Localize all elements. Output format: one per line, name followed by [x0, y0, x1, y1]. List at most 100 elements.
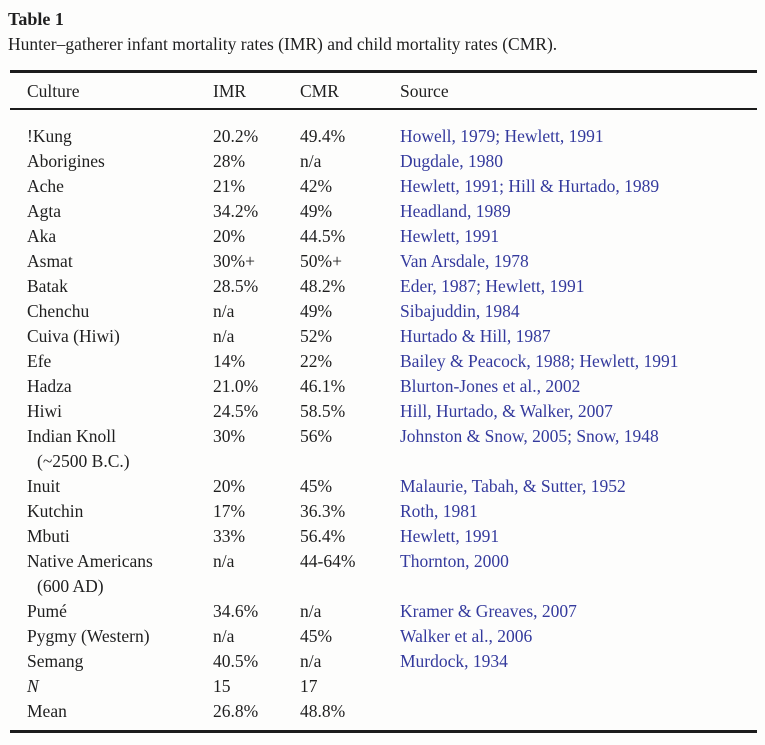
- source-citation-link[interactable]: Howell, 1979; Hewlett, 1991: [400, 126, 604, 146]
- source-cell: Hewlett, 1991: [400, 224, 757, 249]
- culture-name: Inuit: [27, 476, 61, 496]
- cmr-cell: 52%: [300, 326, 333, 346]
- source-cell: Malaurie, Tabah, & Sutter, 1952: [400, 474, 757, 499]
- culture-cell: Pumé: [10, 599, 213, 624]
- source-cell: Hewlett, 1991; Hill & Hurtado, 1989: [400, 174, 757, 199]
- cmr-cell: n/a: [300, 601, 322, 621]
- cmr-cell: 45%: [300, 626, 333, 646]
- table-row: Hiwi 24.5% 58.5% Hill, Hurtado, & Walker, 2…: [10, 399, 757, 424]
- table-row: Cuiva (Hiwi) n/a 52% Hurtado & Hill, 1987: [10, 324, 757, 349]
- culture-cell: Mbuti: [10, 524, 213, 549]
- culture-cell: Batak: [10, 274, 213, 299]
- cmr-cell: 50%+: [300, 251, 342, 271]
- culture-name: Aka: [27, 226, 57, 246]
- culture-name: Agta: [27, 201, 62, 221]
- culture-cell: Cuiva (Hiwi): [10, 324, 213, 349]
- source-citation-link[interactable]: Blurton-Jones et al., 2002: [400, 376, 581, 396]
- table-body: !Kung 20.2% 49.4% Howell, 1979; Hewlett, 19…: [10, 109, 757, 732]
- culture-cell: Semang: [10, 649, 213, 674]
- table-row: Kutchin 17% 36.3% Roth, 1981: [10, 499, 757, 524]
- table-row: !Kung 20.2% 49.4% Howell, 1979; Hewlett, 19…: [10, 109, 757, 149]
- imr-cell: 20%: [213, 226, 246, 246]
- source-cell: [400, 674, 757, 699]
- table-row: Asmat 30%+ 50%+ Van Arsdale, 1978: [10, 249, 757, 274]
- culture-cell: !Kung: [10, 109, 213, 149]
- imr-cell: 33%: [213, 526, 246, 546]
- imr-cell: 21.0%: [213, 376, 259, 396]
- source-citation-link[interactable]: Dugdale, 1980: [400, 151, 504, 171]
- culture-cell: Pygmy (Western): [10, 624, 213, 649]
- imr-cell: 15: [213, 676, 231, 696]
- source-citation-link[interactable]: Murdock, 1934: [400, 651, 508, 671]
- culture-cell: Chenchu: [10, 299, 213, 324]
- source-citation-link[interactable]: Eder, 1987; Hewlett, 1991: [400, 276, 585, 296]
- cmr-cell: 56%: [300, 426, 333, 446]
- source-citation-link[interactable]: Bailey & Peacock, 1988; Hewlett, 1991: [400, 351, 679, 371]
- table-row: Aborigines 28% n/a Dugdale, 1980: [10, 149, 757, 174]
- source-citation-link[interactable]: Headland, 1989: [400, 201, 511, 221]
- imr-cell: 40.5%: [213, 651, 259, 671]
- table-row: Pumé 34.6% n/a Kramer & Greaves, 2007: [10, 599, 757, 624]
- table-row: Chenchu n/a 49% Sibajuddin, 1984: [10, 299, 757, 324]
- culture-name: Aborigines: [27, 151, 105, 171]
- culture-name: Semang: [27, 651, 84, 671]
- imr-cell: 20%: [213, 476, 246, 496]
- source-cell: Hewlett, 1991: [400, 524, 757, 549]
- culture-name: Pygmy (Western): [27, 626, 150, 646]
- culture-cell: Aka: [10, 224, 213, 249]
- source-cell: Blurton-Jones et al., 2002: [400, 374, 757, 399]
- imr-cell: 34.6%: [213, 601, 259, 621]
- imr-cell: n/a: [213, 626, 235, 646]
- culture-cell: Ache: [10, 174, 213, 199]
- table-row: N 15 17: [10, 674, 757, 699]
- source-citation-link[interactable]: Van Arsdale, 1978: [400, 251, 529, 271]
- imr-cell: 17%: [213, 501, 246, 521]
- table-row: Indian Knoll (~2500 B.C.) 30% 56% Johnston &…: [10, 424, 757, 474]
- table-caption: Hunter–gatherer infant mortality rates (…: [8, 34, 558, 54]
- culture-name: Indian Knoll: [27, 426, 116, 446]
- table-row: Pygmy (Western) n/a 45% Walker et al., 2006: [10, 624, 757, 649]
- table-row: Mean 26.8% 48.8%: [10, 699, 757, 732]
- source-citation-link[interactable]: Kramer & Greaves, 2007: [400, 601, 577, 621]
- source-citation-link[interactable]: Malaurie, Tabah, & Sutter, 1952: [400, 476, 626, 496]
- column-header-source: Source: [400, 71, 757, 110]
- culture-cell: Aborigines: [10, 149, 213, 174]
- source-citation-link[interactable]: Sibajuddin, 1984: [400, 301, 520, 321]
- table-row: Mbuti 33% 56.4% Hewlett, 1991: [10, 524, 757, 549]
- culture-cell: Mean: [10, 699, 213, 732]
- source-cell: Murdock, 1934: [400, 649, 757, 674]
- culture-name: Pumé: [27, 601, 67, 621]
- table-row: Inuit 20% 45% Malaurie, Tabah, & Sutter, 19…: [10, 474, 757, 499]
- source-cell: Thornton, 2000: [400, 549, 757, 599]
- imr-cell: 26.8%: [213, 701, 259, 721]
- imr-cell: 30%: [213, 426, 246, 446]
- cmr-cell: 36.3%: [300, 501, 346, 521]
- culture-name: Mean: [27, 701, 67, 721]
- culture-cell: Efe: [10, 349, 213, 374]
- table-title: Table 1: [8, 9, 64, 29]
- source-cell: Bailey & Peacock, 1988; Hewlett, 1991: [400, 349, 757, 374]
- cmr-cell: 56.4%: [300, 526, 346, 546]
- culture-name: Ache: [27, 176, 64, 196]
- source-citation-link[interactable]: Johnston & Snow, 2005; Snow, 1948: [400, 426, 659, 446]
- source-citation-link[interactable]: Hurtado & Hill, 1987: [400, 326, 551, 346]
- culture-name: Cuiva (Hiwi): [27, 326, 120, 346]
- source-citation-link[interactable]: Hill, Hurtado, & Walker, 2007: [400, 401, 613, 421]
- column-header-imr: IMR: [213, 71, 300, 110]
- source-cell: [400, 699, 757, 732]
- source-cell: Eder, 1987; Hewlett, 1991: [400, 274, 757, 299]
- source-citation-link[interactable]: Hewlett, 1991; Hill & Hurtado, 1989: [400, 176, 660, 196]
- table-row: Agta 34.2% 49% Headland, 1989: [10, 199, 757, 224]
- source-citation-link[interactable]: Roth, 1981: [400, 501, 478, 521]
- culture-name: Kutchin: [27, 501, 84, 521]
- imr-cell: 24.5%: [213, 401, 259, 421]
- source-citation-link[interactable]: Thornton, 2000: [400, 551, 509, 571]
- cmr-cell: 22%: [300, 351, 333, 371]
- source-citation-link[interactable]: Hewlett, 1991: [400, 226, 500, 246]
- source-citation-link[interactable]: Walker et al., 2006: [400, 626, 533, 646]
- culture-cell: Indian Knoll (~2500 B.C.): [10, 424, 213, 474]
- imr-cell: 28%: [213, 151, 246, 171]
- header-row: Culture IMR CMR Source: [10, 71, 757, 110]
- source-citation-link[interactable]: Hewlett, 1991: [400, 526, 500, 546]
